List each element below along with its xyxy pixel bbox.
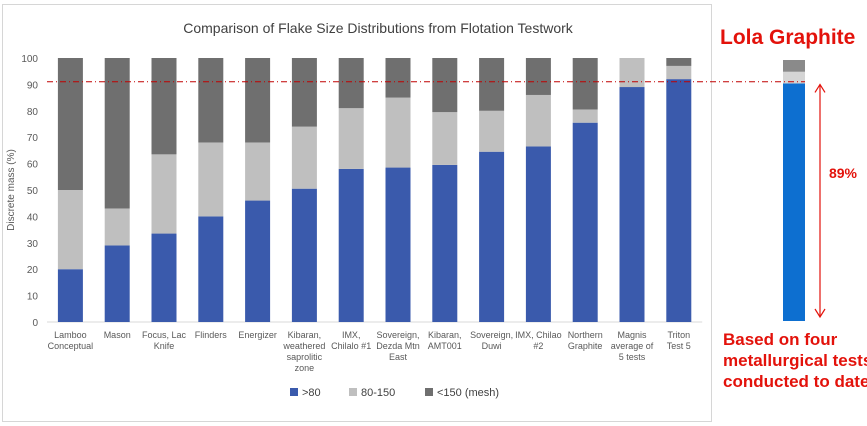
y-tick-label: 40 (27, 212, 39, 223)
x-tick-label: IMX, Chilalo #1 (331, 330, 371, 351)
bar-segment-lt150 (432, 58, 458, 113)
x-tick-label: Magnis average of 5 tests (611, 330, 654, 362)
x-tick-label: Northern Graphite (568, 330, 603, 351)
x-tick-label: Kibaran, AMT001 (428, 330, 462, 351)
bar-segment-80-150 (479, 110, 505, 152)
bar-segment-gt80 (525, 146, 551, 322)
y-tick-label: 60 (27, 160, 39, 171)
bar-segment-lt150 (572, 58, 598, 110)
legend-swatch (425, 388, 433, 396)
bar-segment-lt150 (151, 58, 177, 155)
bar-segment-80-150 (57, 190, 83, 270)
chart-title: Comparison of Flake Size Distributions f… (183, 20, 574, 36)
x-tick-label: Sovereign, Dezda Mtn East (376, 330, 420, 362)
bar-segment-lt150 (385, 58, 411, 98)
legend-swatch (290, 388, 298, 396)
bar-segment-80-150 (619, 58, 645, 88)
bar-segment-lt150 (338, 58, 364, 109)
legend-label: >80 (302, 387, 321, 399)
bar-segment-lt150 (525, 58, 551, 95)
bar-segment-80-150 (291, 126, 317, 189)
x-tick-label: IMX, Chilao #2 (515, 330, 562, 351)
x-tick-label: Mason (104, 330, 131, 340)
arrow-down-icon (814, 308, 826, 319)
lola-note: Based on four metallurgical tests conduc… (723, 330, 867, 391)
bar-segment-gt80 (291, 188, 317, 322)
bar-segment-80-150 (151, 154, 177, 234)
bar-segment-80-150 (385, 97, 411, 168)
bar-segment-gt80 (245, 200, 271, 322)
bar-segment-80-150 (198, 142, 224, 217)
lola-bar-segment-top (783, 60, 805, 72)
legend-swatch (349, 388, 357, 396)
legend-label: 80-150 (361, 387, 395, 399)
bar-segment-80-150 (525, 94, 551, 147)
y-tick-label: 80 (27, 107, 39, 118)
x-tick-label: Focus, Lac Knife (142, 330, 187, 351)
lola-percent-label: 89% (829, 165, 858, 181)
lola-graphite-title: Lola Graphite (720, 26, 856, 49)
bar-segment-80-150 (338, 108, 364, 169)
bar-segment-lt150 (104, 58, 130, 209)
x-tick-label: Energizer (238, 330, 277, 340)
bar-segment-lt150 (479, 58, 505, 111)
y-tick-label: 50 (27, 186, 39, 197)
bar-segment-lt150 (57, 58, 83, 190)
bar-segment-gt80 (432, 164, 458, 322)
y-tick-label: 10 (27, 292, 39, 303)
x-tick-label: Sovereign, Duwi (470, 330, 513, 351)
x-tick-label: Lamboo Conceptual (48, 330, 94, 351)
bar-segment-gt80 (666, 79, 692, 323)
bar-segment-gt80 (57, 269, 83, 322)
bar-segment-gt80 (198, 216, 224, 322)
y-tick-label: 20 (27, 265, 39, 276)
bar-segment-lt150 (291, 58, 317, 127)
bar-segment-80-150 (666, 65, 692, 80)
bar-segment-gt80 (104, 245, 130, 322)
y-tick-label: 100 (21, 54, 38, 65)
bar-segment-lt150 (245, 58, 271, 143)
lola-bar-segment-mid (783, 71, 805, 84)
x-tick-label: Flinders (195, 330, 228, 340)
lola-bar-segment-gt80 (783, 83, 805, 322)
legend-label: <150 (mesh) (437, 387, 499, 399)
bar-segment-gt80 (338, 168, 364, 322)
bar-segment-gt80 (385, 167, 411, 322)
y-tick-label: 0 (32, 318, 38, 329)
bar-segment-80-150 (104, 208, 130, 246)
bar-segment-80-150 (572, 109, 598, 123)
bar-segment-80-150 (245, 142, 271, 201)
bar-segment-gt80 (619, 87, 645, 322)
y-axis-label: Discrete mass (%) (6, 149, 17, 231)
arrow-up-icon (814, 83, 826, 93)
bar-segment-gt80 (479, 151, 505, 322)
bar-segment-gt80 (151, 233, 177, 322)
y-tick-label: 70 (27, 133, 39, 144)
bar-segment-lt150 (666, 58, 692, 66)
bar-segment-80-150 (432, 112, 458, 165)
y-tick-label: 30 (27, 239, 39, 250)
bar-segment-lt150 (198, 58, 224, 143)
y-tick-label: 90 (27, 80, 39, 91)
bar-segment-gt80 (572, 122, 598, 323)
x-tick-label: Kibaran, weathered saprolitic zone (282, 330, 325, 373)
x-tick-label: Triton Test 5 (667, 330, 691, 351)
